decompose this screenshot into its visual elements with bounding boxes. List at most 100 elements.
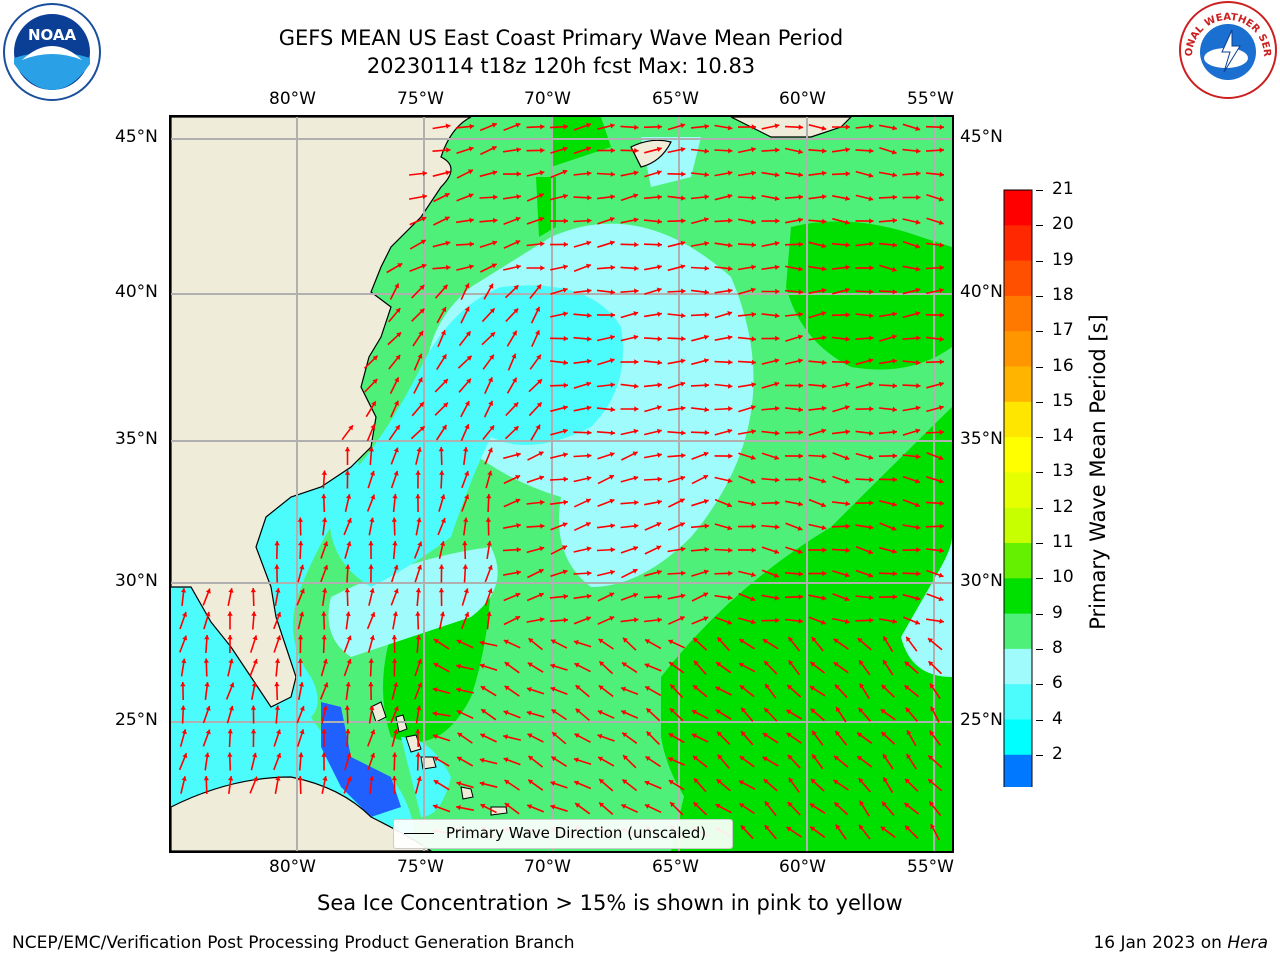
wave-direction-arrowhead	[609, 616, 615, 621]
wave-direction-arrowhead	[586, 381, 592, 387]
wave-direction-arrowhead	[679, 522, 685, 528]
wave-direction-arrowhead	[371, 401, 376, 407]
wave-direction-arrowhead	[788, 660, 794, 666]
wave-direction-arrowhead	[669, 662, 675, 667]
wave-direction-arrowhead	[491, 146, 497, 151]
wave-direction-arrowhead	[916, 453, 921, 460]
wave-direction-arrowhead	[456, 805, 461, 811]
sea-ice-note: Sea Ice Concentration > 15% is shown in …	[317, 891, 903, 915]
wave-direction-arrowhead	[812, 730, 817, 736]
wave-direction-arrowhead	[906, 730, 912, 736]
wave-direction-arrowhead	[180, 588, 187, 593]
wave-direction-arrowhead	[419, 426, 425, 432]
period-region-10-11	[786, 221, 952, 370]
wave-direction-arrowhead	[857, 756, 863, 761]
wave-direction-arrowhead	[883, 777, 888, 783]
wave-direction-arrowhead	[344, 447, 351, 452]
wave-direction-arrowhead	[764, 801, 770, 807]
wave-direction-arrowhead	[845, 429, 850, 435]
wave-direction-arrowhead	[481, 709, 487, 714]
wave-direction-arrowhead	[775, 288, 780, 295]
wave-direction-arrowhead	[538, 592, 544, 598]
wave-direction-arrowhead	[442, 284, 448, 290]
wave-direction-arrowhead	[821, 266, 827, 272]
wave-direction-arrowhead	[845, 336, 850, 342]
wave-direction-arrowhead	[751, 382, 756, 388]
wave-direction-arrowhead	[892, 453, 897, 459]
wave-direction-arrowhead	[321, 729, 327, 734]
wave-direction-arrowhead	[774, 264, 780, 270]
wave-direction-arrowhead	[456, 687, 461, 693]
legend-line-swatch	[404, 833, 434, 834]
wave-direction-arrowhead	[892, 217, 897, 224]
wave-direction-arrowhead	[298, 752, 304, 757]
wave-direction-arrowhead	[182, 635, 188, 641]
wave-direction-arrowhead	[645, 756, 651, 761]
wave-direction-arrowhead	[751, 264, 756, 270]
wave-direction-arrowhead	[575, 708, 581, 714]
wave-direction-arrowhead	[562, 169, 568, 175]
wave-direction-arrowhead	[622, 732, 628, 738]
wave-direction-arrowhead	[928, 661, 934, 667]
wave-direction-arrowhead	[869, 617, 874, 623]
wave-direction-arrowhead	[633, 545, 638, 551]
wave-direction-arrowhead	[868, 594, 874, 601]
wave-direction-arrowhead	[535, 424, 541, 430]
wave-direction-arrowhead	[938, 381, 944, 387]
wave-direction-arrowhead	[445, 240, 451, 246]
wave-direction-arrowhead	[609, 592, 615, 598]
wave-direction-arrowhead	[415, 752, 421, 757]
wave-direction-arrowhead	[621, 804, 627, 809]
colorbar-tick-label: 8	[1052, 637, 1063, 658]
lat-label: 35°N	[115, 429, 158, 449]
wave-direction-arrowhead	[550, 780, 556, 786]
wave-direction-arrowhead	[438, 447, 444, 452]
noaa-logo-text: NOAA	[28, 26, 77, 44]
wave-direction-arrowhead	[393, 706, 399, 712]
wave-direction-arrowhead	[834, 684, 840, 690]
wave-direction-arrowhead	[762, 733, 768, 738]
colorbar-segment	[1004, 437, 1032, 473]
colorbar-segment	[1004, 366, 1032, 403]
wave-direction-arrowhead	[820, 502, 826, 508]
wave-direction-arrowhead	[751, 170, 756, 176]
wave-direction-arrowhead	[680, 546, 686, 552]
wave-direction-arrowhead	[487, 565, 493, 570]
wave-direction-arrowhead	[916, 571, 921, 577]
wave-direction-arrowhead	[775, 477, 780, 483]
wave-direction-arrowhead	[463, 447, 469, 452]
colorbar-tick-label: 15	[1052, 390, 1074, 411]
wave-direction-arrowhead	[821, 405, 827, 412]
wave-direction-arrowhead	[563, 499, 568, 505]
wave-direction-arrowhead	[657, 499, 662, 505]
wave-direction-arrowhead	[540, 523, 545, 529]
wave-direction-arrowhead	[536, 284, 542, 290]
wave-direction-arrowhead	[391, 658, 398, 663]
wave-direction-arrowhead	[488, 400, 493, 406]
wave-direction-arrowhead	[369, 517, 375, 523]
wave-direction-arrowhead	[586, 263, 591, 269]
wave-direction-arrowhead	[573, 640, 579, 646]
wave-direction-arrowhead	[550, 663, 556, 669]
wave-direction-arrowhead	[633, 617, 639, 623]
wave-direction-arrowhead	[938, 455, 944, 461]
wave-direction-arrowhead	[774, 195, 780, 201]
wave-direction-arrowhead	[610, 147, 615, 154]
wave-direction-arrowhead	[182, 612, 188, 617]
wave-direction-arrowhead	[845, 523, 850, 529]
colorbar-segment	[1004, 507, 1032, 544]
wave-direction-arrowhead	[348, 425, 353, 431]
wave-direction-arrowhead	[394, 377, 399, 383]
wave-direction-arrowhead	[656, 522, 662, 527]
wave-direction-arrowhead	[609, 474, 614, 480]
wave-direction-arrowhead	[464, 283, 470, 289]
period-region-6-8	[329, 285, 623, 587]
wave-direction-arrowhead	[646, 708, 652, 714]
wave-direction-arrowhead	[715, 686, 721, 692]
colorbar-segment	[1004, 719, 1032, 756]
lon-label: 70°W	[524, 89, 571, 109]
wave-direction-arrowhead	[669, 708, 675, 714]
wave-direction-arrowhead	[370, 753, 376, 758]
wave-direction-arrowhead	[868, 358, 874, 364]
wave-direction-arrowhead	[432, 687, 438, 693]
